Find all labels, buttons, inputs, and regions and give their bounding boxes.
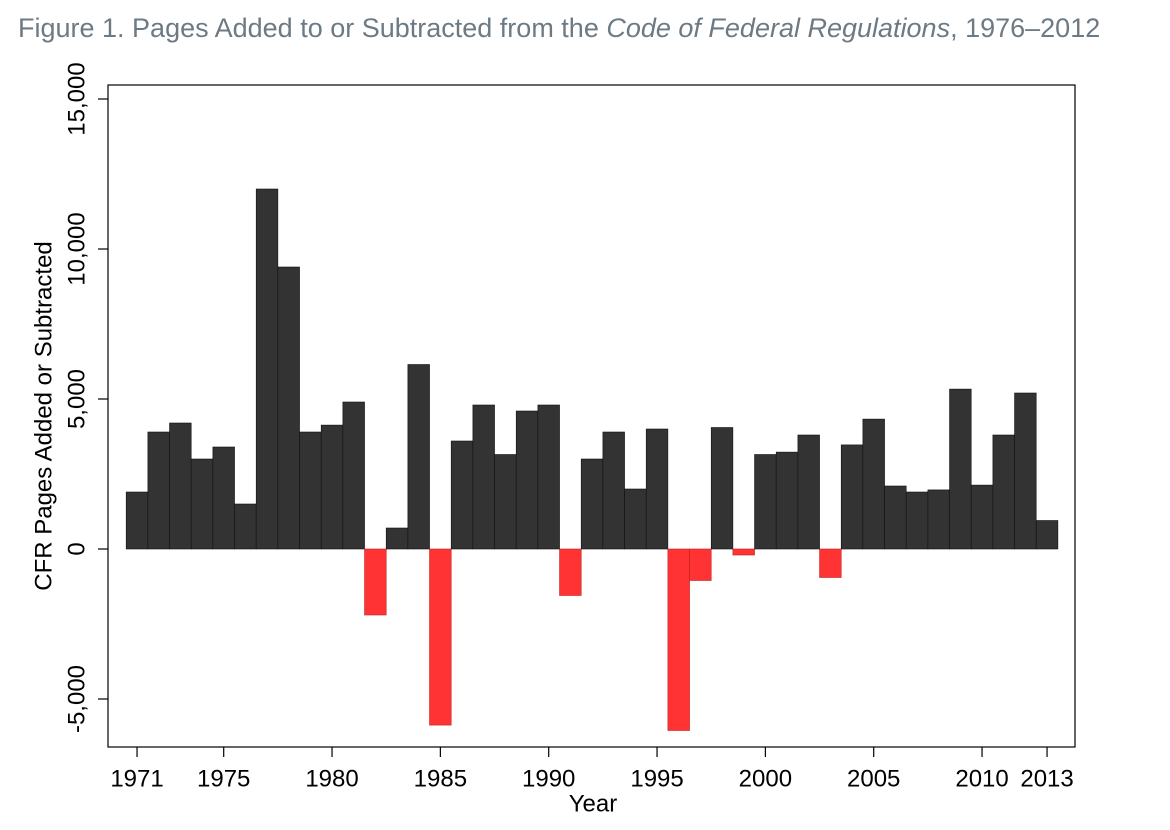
bar bbox=[515, 410, 539, 550]
bar bbox=[970, 484, 994, 550]
plot-frame bbox=[107, 84, 1076, 748]
bar bbox=[234, 503, 257, 550]
bar bbox=[689, 548, 712, 581]
chart-title: Figure 1. Pages Added to or Subtracted f… bbox=[18, 13, 1100, 43]
bar bbox=[277, 266, 300, 550]
bar bbox=[884, 485, 907, 550]
bar bbox=[580, 458, 604, 550]
bar bbox=[602, 431, 625, 550]
x-tick-label: 2010 bbox=[955, 765, 1008, 792]
bar bbox=[927, 489, 950, 550]
bar bbox=[559, 548, 582, 596]
bar bbox=[450, 440, 474, 550]
bar bbox=[710, 427, 734, 550]
x-tick-label: 2000 bbox=[739, 765, 792, 792]
bar bbox=[537, 404, 560, 550]
bar bbox=[320, 424, 344, 550]
y-tick-label: -5,000 bbox=[63, 665, 90, 733]
bar bbox=[624, 488, 647, 550]
bar bbox=[1035, 520, 1059, 550]
bar bbox=[992, 434, 1015, 550]
x-tick-label: 1990 bbox=[522, 765, 575, 792]
x-tick-label: 1980 bbox=[305, 765, 358, 792]
bar bbox=[840, 444, 864, 550]
bar bbox=[125, 491, 149, 550]
bar bbox=[147, 431, 170, 550]
bar bbox=[299, 431, 322, 550]
bar bbox=[775, 451, 799, 550]
bar bbox=[169, 422, 192, 550]
y-tick-label: 5,000 bbox=[63, 369, 90, 429]
x-tick-label: 2013 bbox=[1020, 765, 1073, 792]
y-tick-label: 10,000 bbox=[63, 212, 90, 285]
bar bbox=[645, 428, 669, 550]
x-axis-label: Year bbox=[569, 790, 618, 817]
title-part: , 1976–2012 bbox=[950, 13, 1100, 43]
bar bbox=[342, 401, 365, 550]
title-part: Code of Federal Regulations bbox=[606, 13, 950, 43]
bar bbox=[732, 548, 755, 556]
bar bbox=[754, 454, 777, 550]
bar bbox=[797, 434, 820, 550]
bar bbox=[429, 548, 452, 726]
x-tick-label: 1971 bbox=[110, 765, 163, 792]
title-part: Figure 1. Pages Added to or Subtracted f… bbox=[18, 13, 606, 43]
x-tick-label: 1995 bbox=[630, 765, 683, 792]
bar bbox=[364, 548, 387, 616]
x-tick-label: 1975 bbox=[197, 765, 250, 792]
bar bbox=[905, 491, 929, 550]
bar bbox=[949, 388, 972, 550]
bar bbox=[407, 364, 430, 550]
bar bbox=[472, 404, 495, 550]
bar bbox=[190, 458, 214, 550]
y-axis-label: CFR Pages Added or Subtracted bbox=[30, 241, 57, 591]
bar bbox=[255, 188, 279, 550]
bar bbox=[212, 446, 235, 550]
bar bbox=[494, 454, 517, 550]
x-tick-label: 1985 bbox=[414, 765, 467, 792]
bar bbox=[862, 418, 885, 550]
x-tick-label: 2005 bbox=[847, 765, 900, 792]
y-tick-label: 0 bbox=[63, 542, 90, 555]
y-tick-label: 15,000 bbox=[63, 62, 90, 135]
bar bbox=[667, 548, 690, 731]
bar bbox=[1014, 392, 1037, 550]
bar bbox=[385, 527, 409, 550]
bar bbox=[819, 548, 842, 578]
